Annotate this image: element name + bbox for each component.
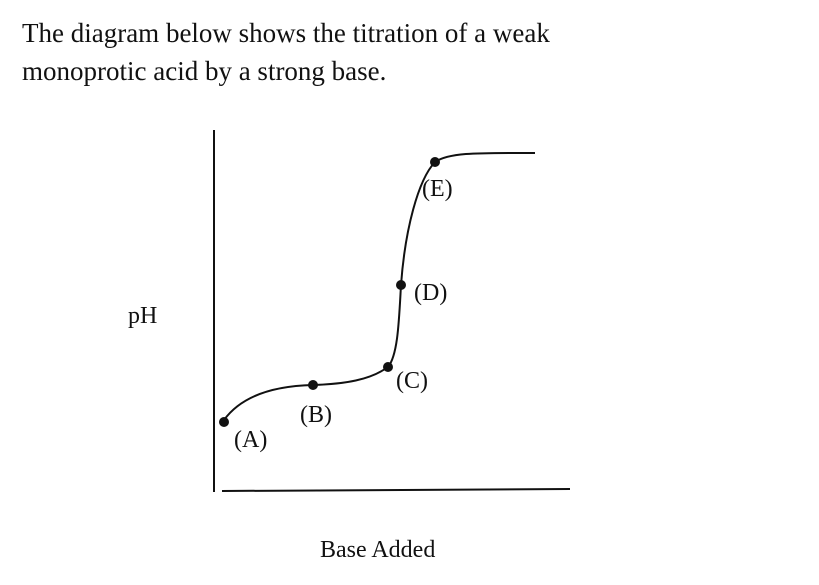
y-axis-label: pH	[128, 303, 157, 329]
point-marker	[308, 380, 318, 390]
point-marker	[430, 157, 440, 167]
point-label: (A)	[234, 427, 267, 453]
point-marker	[396, 280, 406, 290]
point-label: (D)	[414, 280, 447, 306]
intro-line: monoprotic acid by a strong base.	[22, 56, 386, 86]
x-axis-label: Base Added	[320, 537, 435, 563]
titration-curve	[223, 151, 536, 421]
point-marker	[383, 362, 393, 372]
point-label: (E)	[422, 176, 453, 202]
intro-line: The diagram below shows the titration of…	[22, 18, 550, 48]
point-label: (B)	[300, 402, 332, 428]
point-label: (C)	[396, 368, 428, 394]
point-marker	[219, 417, 229, 427]
x-axis	[221, 488, 571, 492]
